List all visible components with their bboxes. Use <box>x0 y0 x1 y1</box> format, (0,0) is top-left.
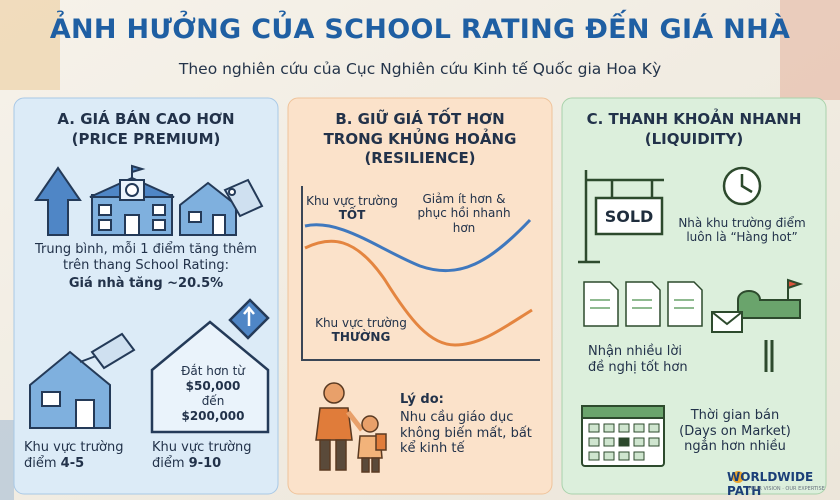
small-house-icon <box>29 332 136 429</box>
label-text: Khu vực trường <box>315 316 407 330</box>
tag-line: đến <box>201 394 225 408</box>
panel-a-bg <box>13 97 279 495</box>
title-line: C. THANH KHOẢN NHANH <box>586 110 802 128</box>
panel-a-body: Trung bình, mỗi 1 điểm tăng thêm trên th… <box>35 242 257 273</box>
caption-text: Khu vực trường điểm <box>152 440 252 471</box>
panel-c-title: C. THANH KHOẢN NHANH (LIQUIDITY) <box>562 110 826 149</box>
arrow-up-icon <box>34 166 82 236</box>
panel-b-bg <box>287 97 553 495</box>
tag-line: Đắt hơn từ <box>181 364 245 378</box>
family-icon <box>315 382 387 473</box>
calendar-icon <box>581 405 665 467</box>
liquidity-item: Nhà khu trường điểm luôn là “Hàng hot” <box>678 216 806 245</box>
clock-icon <box>722 166 762 206</box>
big-house-icon <box>150 298 270 434</box>
logo: WORLDWIDE PATH <box>727 470 814 499</box>
label-text: Khu vực trường <box>306 194 398 208</box>
price-tag: Đắt hơn từ $50,000 đến $200,000 <box>168 364 258 424</box>
caption-strong: 4-5 <box>60 455 85 471</box>
title-line: (PRICE PREMIUM) <box>71 129 221 148</box>
panel-a-title: A. GIÁ BÁN CAO HƠN (PRICE PREMIUM) <box>14 110 278 149</box>
title-line: (RESILIENCE) <box>364 149 476 167</box>
title-line: (LIQUIDITY) <box>644 129 744 148</box>
reason-title: Lý do: <box>400 392 444 407</box>
mailbox-icon <box>711 278 804 372</box>
house-tag-icon <box>179 178 264 236</box>
good-label: Khu vực trường TỐT <box>304 194 400 223</box>
chart-axes <box>301 186 540 361</box>
caption: Khu vực trường điểm 9-10 <box>152 440 272 471</box>
tag-line: $200,000 <box>181 409 245 423</box>
caption-text: Khu vực trường điểm <box>24 440 124 471</box>
panel-b-title: B. GIỮ GIÁ TỐT HƠN TRONG KHỦNG HOẢNG (RE… <box>288 110 552 169</box>
title-line: A. GIÁ BÁN CAO HƠN <box>57 110 235 128</box>
caption: Khu vực trường điểm 4-5 <box>24 440 140 471</box>
liquidity-item: Nhận nhiều lời đề nghị tốt hơn <box>588 344 688 375</box>
liquidity-item: Thời gian bán (Days on Market) ngắn hơn … <box>679 408 791 455</box>
normal-label: Khu vực trường THƯỜNG <box>306 316 416 345</box>
sold-sign: SOLD <box>604 207 654 226</box>
label-strong: THƯỜNG <box>331 330 391 345</box>
logo-tagline: YOUR VISION · OUR EXPERTISE <box>748 486 825 492</box>
title: ẢNH HƯỞNG CỦA SCHOOL RATING ĐẾN GIÁ NHÀ <box>49 14 791 45</box>
title-line: B. GIỮ GIÁ TỐT HƠN <box>335 110 505 128</box>
curve-note: Giảm ít hơn & phục hồi nhanh hơn <box>417 192 511 235</box>
logo-globe <box>732 471 744 483</box>
panel-a-highlight: Giá nhà tăng ~20.5% <box>68 276 224 291</box>
tag-line: $50,000 <box>185 379 241 393</box>
documents-icon <box>583 281 703 327</box>
sold-sign-icon <box>578 170 664 264</box>
subtitle: Theo nghiên cứu của Cục Nghiên cứu Kinh … <box>178 60 662 78</box>
normal-area-curve <box>304 239 533 347</box>
label-strong: TỐT <box>338 208 366 223</box>
school-icon <box>89 164 175 236</box>
good-area-curve <box>304 218 532 273</box>
title-line: TRONG KHỦNG HOẢNG <box>323 129 517 148</box>
caption-strong: 9-10 <box>188 455 222 471</box>
reason: Nhu cầu giáo dục không biến mất, bất kể … <box>400 410 532 457</box>
